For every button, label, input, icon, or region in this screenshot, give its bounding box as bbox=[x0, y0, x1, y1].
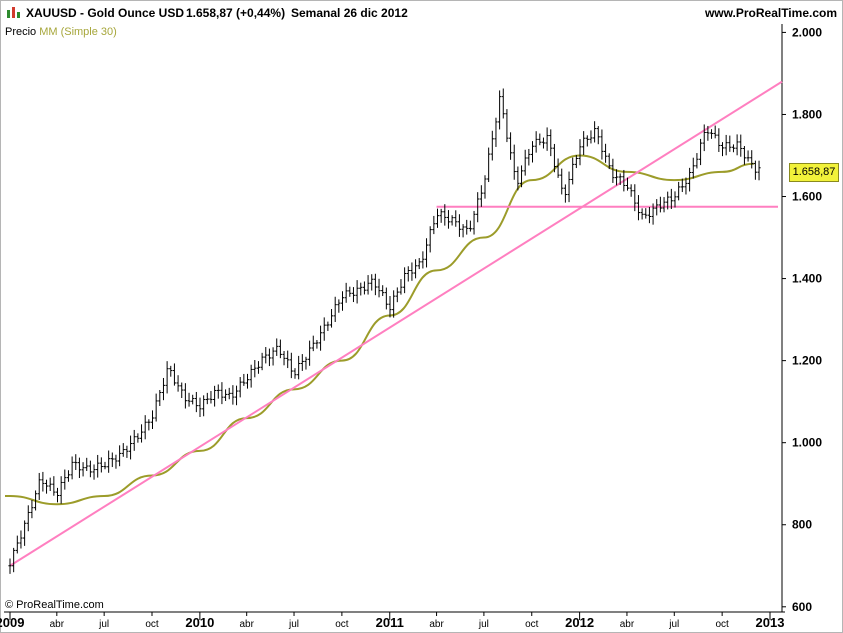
x-tick-label: 2010 bbox=[185, 615, 214, 630]
x-tick-label: 2011 bbox=[376, 615, 404, 630]
x-tick-label: jul bbox=[288, 619, 299, 630]
annotation-lines bbox=[9, 80, 783, 567]
x-tick-label: 2013 bbox=[756, 615, 785, 630]
y-tick-label: 800 bbox=[792, 518, 812, 532]
legend-price: Precio bbox=[5, 26, 37, 38]
x-tick-label: oct bbox=[335, 619, 349, 630]
x-tick-label: jul bbox=[478, 619, 489, 630]
chart-bars-icon bbox=[7, 7, 20, 18]
y-tick-label: 1.000 bbox=[792, 436, 822, 450]
y-tick-label: 2.000 bbox=[792, 25, 822, 39]
support-trendline bbox=[9, 80, 783, 567]
last-price-tag: 1.658,87 bbox=[789, 163, 839, 182]
y-tick-label: 1.400 bbox=[792, 272, 822, 286]
x-tick-label: oct bbox=[145, 619, 159, 630]
y-tick-label: 600 bbox=[792, 600, 812, 614]
legend-moving-average: MM (Simple 30) bbox=[39, 26, 117, 38]
moving-average-layer bbox=[5, 154, 754, 506]
x-tick-label: 2009 bbox=[0, 615, 24, 630]
copyright-text: © ProRealTime.com bbox=[5, 599, 104, 611]
x-tick-label: jul bbox=[668, 619, 679, 630]
period-date: Semanal 26 dic 2012 bbox=[291, 6, 408, 20]
x-tick-label: abr bbox=[239, 619, 254, 630]
axes bbox=[4, 24, 785, 613]
x-tick-label: oct bbox=[715, 619, 729, 630]
x-tick-label: 2012 bbox=[565, 615, 594, 630]
site-link[interactable]: www.ProRealTime.com bbox=[704, 6, 837, 20]
x-tick-label: abr bbox=[50, 619, 65, 630]
y-tick-label: 1.200 bbox=[792, 354, 822, 368]
x-tick-label: abr bbox=[429, 619, 444, 630]
x-tick-label: oct bbox=[525, 619, 539, 630]
x-axis-ticks: 2009 abr jul oct 2010 abr jul oct 2011 abr jul oct 2… bbox=[0, 612, 784, 630]
y-tick-label: 1.800 bbox=[792, 107, 822, 121]
moving-average-line bbox=[5, 154, 754, 506]
chart-header: XAUUSD - Gold Ounce USD 1.658,87 (+0,44%… bbox=[0, 0, 843, 24]
y-axis-ticks: 600 800 1.000 1.200 1.400 1.600 1.800 2.000 bbox=[782, 25, 822, 614]
last-price-change: 1.658,87 (+0,44%) bbox=[186, 6, 286, 20]
x-tick-label: abr bbox=[620, 619, 635, 630]
x-tick-label: jul bbox=[98, 619, 109, 630]
price-bars bbox=[8, 88, 761, 574]
instrument-title: XAUUSD - Gold Ounce USD bbox=[26, 6, 185, 20]
y-tick-label: 1.600 bbox=[792, 190, 822, 204]
chart-legend: Precio MM (Simple 30) bbox=[5, 26, 117, 38]
